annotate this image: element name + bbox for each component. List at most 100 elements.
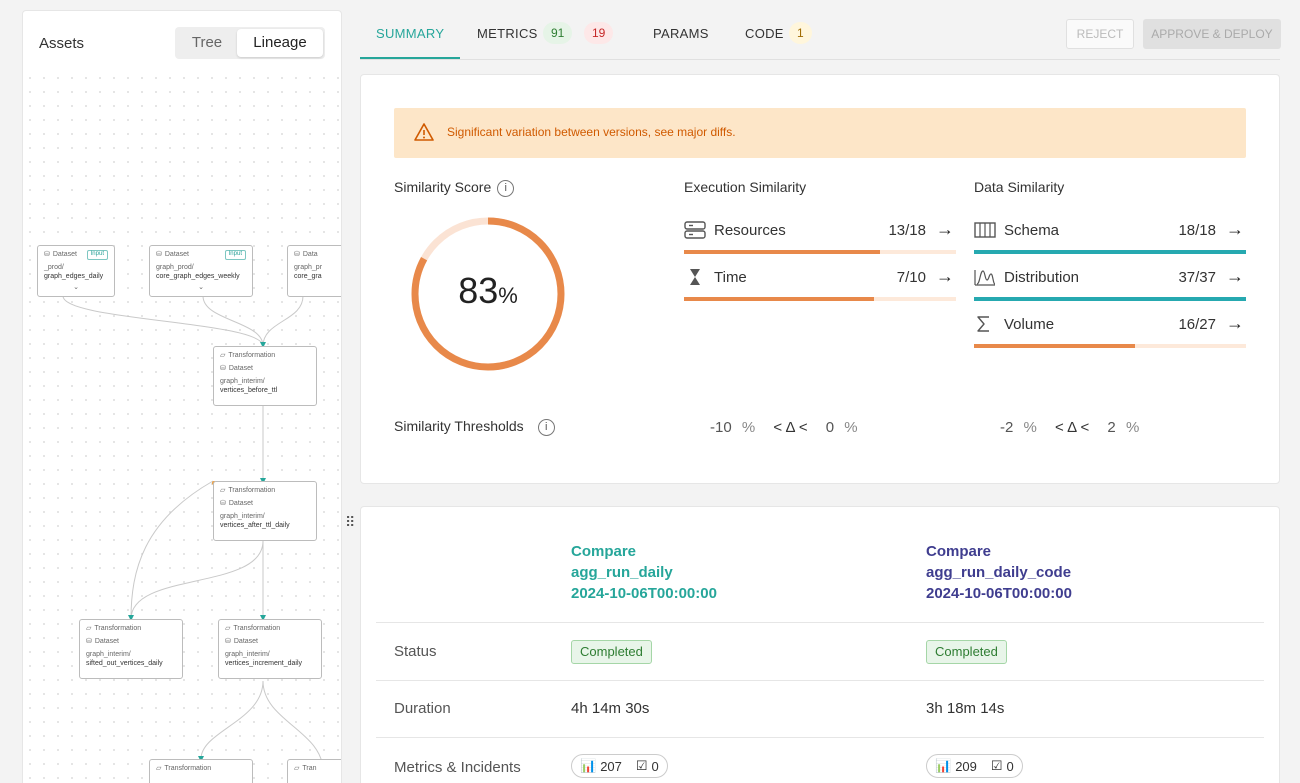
tab-divider <box>360 59 1280 60</box>
similarity-score-value: 83% <box>458 270 518 311</box>
compare-right-header[interactable]: Compare agg_run_daily_code 2024-10-06T00… <box>926 543 1072 602</box>
hourglass-icon <box>690 269 700 285</box>
database-icon: ⛁ <box>86 638 92 646</box>
metrics-count: 209 <box>955 758 977 774</box>
database-icon: ⛁ <box>220 500 226 508</box>
time-bar <box>684 297 956 301</box>
resources-bar-fill <box>684 250 881 254</box>
tab-summary[interactable]: SUMMARY <box>376 26 445 41</box>
variation-alert: Significant variation between versions, … <box>394 108 1246 158</box>
volume-row[interactable]: Volume 16/27 → <box>974 310 1246 348</box>
tab-metrics[interactable]: METRICS <box>477 26 538 41</box>
reject-button[interactable]: REJECT <box>1066 19 1134 49</box>
code-count-badge: 1 <box>789 22 812 44</box>
transformation-icon: ▱ <box>225 625 231 632</box>
database-icon: ⛁ <box>220 365 226 373</box>
schema-bar <box>974 250 1246 254</box>
schema-row[interactable]: Schema 18/18 → <box>974 216 1246 254</box>
tab-code[interactable]: CODE <box>745 26 784 41</box>
input-badge: Input <box>86 250 108 260</box>
volume-label: Volume <box>1004 316 1055 333</box>
distribution-value: 37/37 <box>1178 269 1216 286</box>
resources-row[interactable]: Resources 13/18 → <box>684 216 956 254</box>
transformation-node[interactable]: ▱ Tran <box>287 759 341 783</box>
arrow-right-icon[interactable]: → <box>936 266 954 286</box>
transformation-node[interactable]: ▱ Transformation ⛁ Dataset graph_interim/ … <box>213 346 317 406</box>
duration-right-value: 3h 18m 14s <box>926 700 1005 717</box>
donut-arc <box>411 217 565 371</box>
transformation-icon: ▱ <box>86 625 92 632</box>
input-badge: Input <box>224 250 246 260</box>
lineage-edges <box>62 295 324 772</box>
info-icon[interactable]: i <box>497 179 515 197</box>
metrics-failed-badge: 19 <box>584 22 614 44</box>
drag-handle-icon[interactable]: ⠿ <box>345 514 356 530</box>
similarity-donut <box>411 217 565 371</box>
data-similarity-label: Data Similarity <box>974 179 1065 195</box>
volume-bar-fill <box>974 344 1136 348</box>
metrics-incidents-pill[interactable]: 📊 207 ☑ 0 <box>571 754 668 778</box>
alert-text: Significant variation between versions, … <box>447 125 736 139</box>
volume-bar <box>974 344 1246 348</box>
tab-params[interactable]: PARAMS <box>653 26 709 41</box>
duration-left-value: 4h 14m 30s <box>571 700 650 717</box>
schema-label: Schema <box>1004 222 1060 239</box>
metrics-incidents-label: Metrics & Incidents <box>394 759 521 776</box>
sigma-icon <box>977 316 989 332</box>
transformation-icon: ▱ <box>294 765 300 772</box>
time-label: Time <box>714 269 747 286</box>
distribution-bar-fill <box>974 297 1246 301</box>
arrow-right-icon[interactable]: → <box>936 219 954 239</box>
lineage-toggle-button[interactable]: Lineage <box>237 29 323 57</box>
chevron-down-icon[interactable]: ⌄ <box>198 284 204 292</box>
transformation-node[interactable]: ▱ Transformation ⛁ Dataset graph_interim/ … <box>213 481 317 541</box>
columns-icon <box>974 222 996 238</box>
distribution-bar <box>974 297 1246 301</box>
transformation-icon: ▱ <box>220 487 226 494</box>
resources-value: 13/18 <box>888 222 926 239</box>
data-threshold-low[interactable]: -2 <box>1000 419 1014 436</box>
transformation-node[interactable]: ▱ Transformation <box>149 759 253 783</box>
exec-threshold: -10 % < Δ < 0 % <box>710 419 858 436</box>
data-threshold-high[interactable]: 2 <box>1107 419 1116 436</box>
dataset-node[interactable]: ⛁ Dataset Input _prod/ graph_edges_daily … <box>37 245 115 297</box>
transformation-node[interactable]: ▱ Transformation ⛁ Dataset graph_interim/ … <box>218 619 322 679</box>
schema-value: 18/18 <box>1178 222 1216 239</box>
row-divider <box>376 680 1264 681</box>
distribution-row[interactable]: Distribution 37/37 → <box>974 263 1246 301</box>
assets-panel: Assets Tree Lineage <box>22 10 342 783</box>
incident-icon: ☑ <box>635 758 648 773</box>
transformation-node[interactable]: ▱ Transformation ⛁ Dataset graph_interim/ … <box>79 619 183 679</box>
approve-deploy-button[interactable]: APPROVE & DEPLOY <box>1143 19 1281 49</box>
arrow-right-icon[interactable]: → <box>1226 313 1244 333</box>
execution-similarity-label: Execution Similarity <box>684 179 807 195</box>
duration-label: Duration <box>394 700 451 717</box>
exec-threshold-high[interactable]: 0 <box>825 419 835 436</box>
schema-bar-fill <box>974 250 1246 254</box>
data-threshold: -2 % < Δ < 2 % <box>1000 419 1140 436</box>
dataset-node[interactable]: ⛁ Dataset Input graph_prod/ core_graph_ed… <box>149 245 253 297</box>
compare-left-header[interactable]: Compare agg_run_daily 2024-10-06T00:00:0… <box>571 543 717 602</box>
compare-card <box>360 506 1280 783</box>
dataset-node[interactable]: ⛁ Data graph_pr core_gra <box>287 245 341 297</box>
arrow-right-icon[interactable]: → <box>1226 266 1244 286</box>
exec-threshold-low[interactable]: -10 <box>710 419 732 436</box>
arrow-right-icon[interactable]: → <box>1226 219 1244 239</box>
incident-icon: ☑ <box>990 758 1003 773</box>
bar-chart-icon: 📊 <box>580 758 597 773</box>
metrics-incidents-pill[interactable]: 📊 209 ☑ 0 <box>926 754 1023 778</box>
database-icon: ⛁ <box>156 251 162 258</box>
database-icon: ⛁ <box>294 251 300 258</box>
tree-toggle-button[interactable]: Tree <box>191 34 223 51</box>
info-icon[interactable]: i <box>537 418 555 436</box>
metrics-passed-badge: 91 <box>543 22 573 44</box>
chevron-down-icon[interactable]: ⌄ <box>73 284 79 292</box>
time-bar-fill <box>684 297 875 301</box>
similarity-score-section: Similarity Score i <box>394 179 515 197</box>
distribution-icon <box>974 270 996 286</box>
resources-bar <box>684 250 956 254</box>
server-icon <box>684 221 706 239</box>
incidents-count: 0 <box>651 758 659 774</box>
time-row[interactable]: Time 7/10 → <box>684 263 956 301</box>
lineage-graph[interactable]: ⛁ Dataset Input _prod/ graph_edges_daily … <box>23 71 341 783</box>
